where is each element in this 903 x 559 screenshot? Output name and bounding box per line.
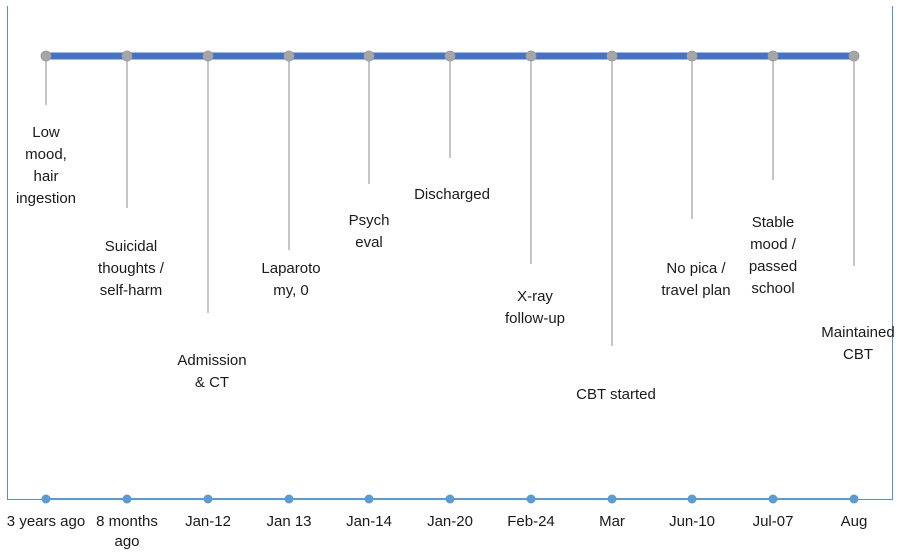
event-label: Admission & CT [177, 352, 247, 391]
date-tick-label: Mar [599, 513, 625, 530]
date-axis-point [203, 494, 213, 504]
date-tick-label: 8 months ago [96, 513, 158, 550]
event-label: Maintained CBT [821, 324, 895, 363]
event-label: Discharged [414, 186, 490, 203]
event-label: Low mood, hair ingestion [15, 124, 77, 207]
date-axis-point [768, 494, 778, 504]
date-tick-label: Jan 13 [266, 513, 312, 530]
date-tick-label: Jul-07 [752, 513, 794, 530]
timeline-marker [767, 50, 779, 62]
date-tick-label: 3 years ago [6, 513, 86, 530]
timeline-marker [121, 50, 133, 62]
timeline-marker [202, 50, 214, 62]
date-axis-point [445, 494, 455, 504]
date-tick-label: Feb-24 [507, 513, 555, 530]
date-tick-label: Jan-12 [185, 513, 231, 530]
date-axis-point [364, 494, 374, 504]
event-label: CBT started [576, 386, 656, 403]
timeline-marker [444, 50, 456, 62]
date-tick-label: Aug [840, 513, 868, 530]
date-axis-point [284, 494, 294, 504]
date-axis-point [122, 494, 132, 504]
event-label: X-ray follow-up [504, 288, 566, 327]
timeline-marker [283, 50, 295, 62]
date-axis-point [849, 494, 859, 504]
timeline-marker [363, 50, 375, 62]
event-label: Laparoto my, 0 [261, 260, 321, 299]
timeline-marker [848, 50, 860, 62]
date-tick-label: Jun-10 [669, 513, 715, 530]
event-label: No pica / travel plan [661, 260, 731, 299]
date-axis-point [687, 494, 697, 504]
timeline-marker [606, 50, 618, 62]
date-tick-label: Jan-20 [427, 513, 473, 530]
timeline-marker [525, 50, 537, 62]
event-label: Stable mood / passed school [748, 214, 798, 297]
date-tick-label: Jan-14 [346, 513, 392, 530]
timeline-marker [40, 50, 52, 62]
timeline-marker [686, 50, 698, 62]
date-axis-point [41, 494, 51, 504]
event-label: Suicidal thoughts / self-harm [98, 238, 164, 299]
date-axis-point [526, 494, 536, 504]
date-axis-point [607, 494, 617, 504]
event-label: Psych eval [348, 212, 390, 251]
